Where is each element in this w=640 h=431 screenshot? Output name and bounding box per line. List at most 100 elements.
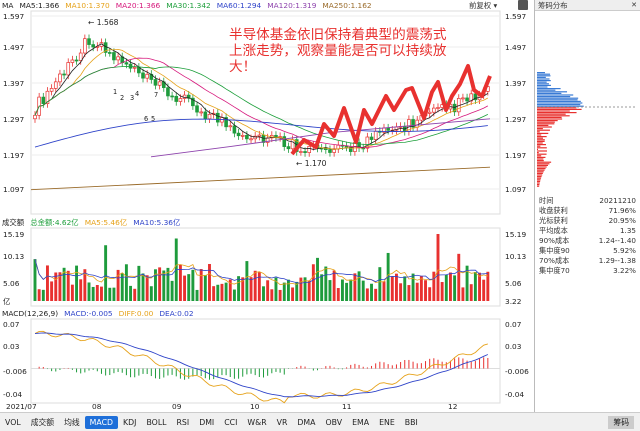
main-chart[interactable]: 1.597 1.597 1.497 1.497 1.397 1.397 1.297 1.297… bbox=[0, 0, 534, 412]
volume-header: 成交额 总金额:4.62亿 MA5:5.46亿 MA10:5.36亿 bbox=[2, 217, 532, 228]
ma-header: MA MA5:1.366 MA10:1.370 MA20:1.366 MA30:… bbox=[2, 0, 532, 11]
tab-ema[interactable]: EMA bbox=[352, 417, 370, 427]
volume-bar bbox=[208, 263, 211, 301]
candle-body bbox=[178, 98, 183, 102]
candle-body bbox=[232, 125, 237, 134]
tab-vol[interactable]: VOL bbox=[5, 417, 21, 427]
volume-bar bbox=[328, 280, 332, 301]
volume-bar bbox=[311, 264, 315, 301]
volume-ma5-line bbox=[34, 259, 488, 286]
tab-wr[interactable]: W&R bbox=[247, 417, 267, 427]
volume-bar bbox=[291, 287, 295, 301]
ma30-value: MA30:1.342 bbox=[166, 1, 211, 10]
chip-stat-row: 集中度70 3.22% bbox=[539, 266, 636, 275]
price-axis-label-right: 1.197 bbox=[505, 151, 526, 160]
candle-body bbox=[307, 145, 312, 153]
volume-bar bbox=[228, 279, 232, 301]
chip-bar bbox=[537, 83, 549, 85]
tab-boll[interactable]: BOLL bbox=[146, 417, 167, 427]
chip-bar bbox=[537, 174, 543, 176]
volume-bar bbox=[461, 287, 465, 301]
volume-bar bbox=[419, 275, 423, 301]
volume-bar bbox=[191, 269, 195, 301]
chip-panel-title: 筹码分布 bbox=[538, 0, 568, 10]
tab-rsi[interactable]: RSI bbox=[176, 417, 190, 427]
chip-bar bbox=[537, 118, 563, 120]
candle-body bbox=[348, 146, 353, 152]
chip-bar bbox=[537, 97, 579, 99]
candle-body bbox=[132, 66, 137, 69]
tab-obv[interactable]: OBV bbox=[325, 417, 343, 427]
tab-cci[interactable]: CCI bbox=[224, 417, 238, 427]
tab-dmi[interactable]: DMI bbox=[199, 417, 215, 427]
chip-bar bbox=[537, 148, 538, 150]
close-icon[interactable]: ✕ bbox=[631, 1, 637, 9]
chip-bar bbox=[537, 113, 566, 115]
chip-bar bbox=[537, 134, 542, 136]
volume-bar bbox=[100, 286, 103, 301]
tab-chip[interactable]: 筹码 bbox=[608, 415, 634, 429]
chip-bar bbox=[537, 179, 541, 181]
volume-bar bbox=[91, 286, 95, 301]
tab-macd[interactable]: MACD bbox=[84, 415, 119, 429]
ma250-line bbox=[30, 166, 491, 191]
chip-bar bbox=[537, 166, 547, 168]
ma120-value: MA120:1.319 bbox=[267, 1, 317, 10]
chip-stat-row: 时间 20211210 bbox=[539, 196, 636, 205]
candle-body bbox=[207, 113, 212, 120]
volume-bar bbox=[37, 289, 41, 301]
tab-cjk-1[interactable]: 成交额 bbox=[30, 417, 55, 427]
volume-bar bbox=[469, 284, 473, 301]
main-settings-icon[interactable] bbox=[518, 0, 528, 10]
volume-bar bbox=[266, 280, 270, 301]
tab-ene[interactable]: ENE bbox=[379, 417, 395, 427]
volume-bar bbox=[274, 277, 278, 301]
chip-bar bbox=[537, 99, 578, 101]
chip-bar bbox=[537, 160, 544, 162]
tab-cjk-2[interactable]: 均线 bbox=[64, 417, 80, 427]
macd-axis-label: 0.07 bbox=[3, 320, 20, 329]
volume-bar bbox=[345, 282, 349, 301]
candle-body bbox=[257, 134, 262, 137]
volume-axis-label-right: 3.22 bbox=[505, 297, 521, 306]
candle-body bbox=[328, 149, 332, 153]
volume-total: 总金额:4.62亿 bbox=[30, 218, 79, 227]
volume-bar bbox=[428, 287, 432, 301]
tab-kdj[interactable]: KDJ bbox=[123, 417, 137, 427]
chip-bar bbox=[537, 108, 582, 110]
price-axis-label: 1.297 bbox=[3, 115, 24, 124]
chip-panel-header: 筹码分布 ✕ bbox=[535, 0, 640, 11]
chip-bar bbox=[537, 185, 540, 187]
high-price-annotation: ← 1.568 bbox=[88, 18, 119, 27]
price-axis-label-right: 1.497 bbox=[505, 43, 526, 52]
volume-bar bbox=[212, 286, 216, 301]
volume-bar bbox=[154, 269, 157, 301]
tab-vr[interactable]: VR bbox=[276, 417, 288, 427]
time-axis-label: 08 bbox=[92, 402, 102, 411]
volume-bar bbox=[399, 283, 403, 301]
volume-bar bbox=[453, 275, 457, 301]
time-axis-label: 2021/07 bbox=[6, 402, 37, 411]
macd-title: MACD(12,26,9) bbox=[2, 309, 59, 318]
ma60-line bbox=[34, 118, 488, 148]
tab-dma[interactable]: DMA bbox=[297, 417, 316, 427]
volume-bar bbox=[432, 271, 436, 301]
volume-bar bbox=[349, 279, 353, 301]
ma30-line bbox=[34, 66, 489, 145]
chip-bar bbox=[537, 155, 542, 157]
volume-axis-label-right: 5.06 bbox=[505, 279, 522, 288]
chip-bar bbox=[537, 73, 551, 75]
volume-bar bbox=[407, 285, 411, 301]
volume-bar bbox=[58, 272, 62, 301]
volume-bar bbox=[241, 277, 245, 301]
volume-bar bbox=[145, 275, 149, 301]
tab-bbi[interactable]: BBI bbox=[404, 417, 418, 427]
chip-bar bbox=[537, 96, 571, 98]
chip-bar bbox=[537, 91, 568, 93]
chip-stat-row: 集中度90 5.92% bbox=[539, 246, 636, 255]
chip-bar bbox=[537, 110, 570, 112]
volume-bar bbox=[66, 270, 70, 301]
restore-dropdown[interactable]: 前复权 ▾ bbox=[469, 0, 497, 11]
volume-bar bbox=[245, 261, 249, 301]
chip-bar bbox=[537, 128, 543, 130]
